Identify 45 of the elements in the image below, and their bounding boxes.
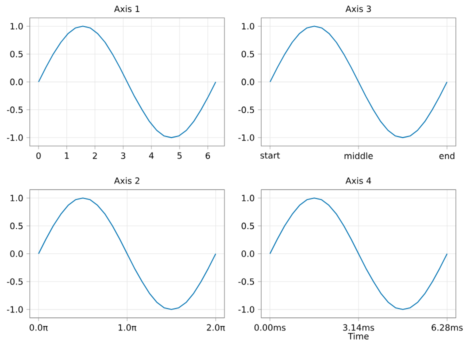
y-tick-label: 0.0 bbox=[10, 78, 23, 86]
y-tick-label: -1.0 bbox=[238, 306, 254, 313]
x-axis-title: Time bbox=[348, 332, 369, 340]
x-tick-label: 1.0π bbox=[118, 324, 136, 331]
x-tick-label: middle bbox=[344, 152, 373, 160]
y-tick-label: -1.0 bbox=[238, 134, 254, 142]
x-tick-label: 0.0π bbox=[30, 324, 48, 331]
y-tick-label: -0.5 bbox=[238, 278, 254, 286]
y-tick-label: 1.0 bbox=[242, 195, 254, 202]
chart-title: Axis 2 bbox=[114, 177, 140, 184]
line-series bbox=[38, 26, 216, 138]
y-tick-label: -0.5 bbox=[6, 278, 23, 286]
y-tick-label: 0.5 bbox=[242, 222, 254, 230]
x-tick-label: 1 bbox=[64, 152, 69, 159]
y-tick-label: 1.0 bbox=[10, 23, 23, 30]
x-tick-label: 5 bbox=[178, 152, 182, 160]
x-tick-label: 2.0π bbox=[206, 324, 225, 331]
y-tick-label: 0.0 bbox=[242, 250, 254, 258]
x-tick-label: start bbox=[260, 152, 280, 159]
y-tick-label: -0.5 bbox=[238, 106, 254, 114]
x-tick-label: 0.00ms bbox=[254, 324, 286, 331]
line-series bbox=[270, 26, 448, 138]
y-tick-label: 0.0 bbox=[10, 250, 23, 258]
x-tick-label: 3.14ms bbox=[343, 324, 374, 331]
x-tick-label: 3 bbox=[121, 152, 126, 160]
chart-title: Axis 4 bbox=[346, 177, 372, 184]
y-tick-label: 1.0 bbox=[10, 195, 23, 202]
x-tick-label: end bbox=[439, 152, 454, 160]
y-tick-label: -0.5 bbox=[6, 106, 23, 114]
y-tick-label: 0.5 bbox=[242, 51, 254, 58]
line-series bbox=[269, 198, 448, 310]
x-tick-label: 2 bbox=[92, 152, 97, 160]
x-tick-label: 4 bbox=[149, 152, 154, 159]
x-tick-label: 0 bbox=[36, 152, 41, 160]
x-tick-label: 6.28ms bbox=[432, 324, 463, 331]
y-tick-label: 0.5 bbox=[10, 51, 23, 58]
y-tick-label: -1.0 bbox=[6, 306, 23, 313]
y-tick-label: -1.0 bbox=[6, 134, 23, 142]
x-tick-label: 6 bbox=[206, 152, 210, 160]
y-tick-label: 0.0 bbox=[242, 78, 254, 86]
line-series bbox=[38, 198, 216, 310]
chart-title: Axis 1 bbox=[114, 6, 140, 12]
y-tick-label: 0.5 bbox=[10, 222, 23, 230]
chart-title: Axis 3 bbox=[346, 6, 371, 12]
y-tick-label: 1.0 bbox=[242, 23, 254, 30]
